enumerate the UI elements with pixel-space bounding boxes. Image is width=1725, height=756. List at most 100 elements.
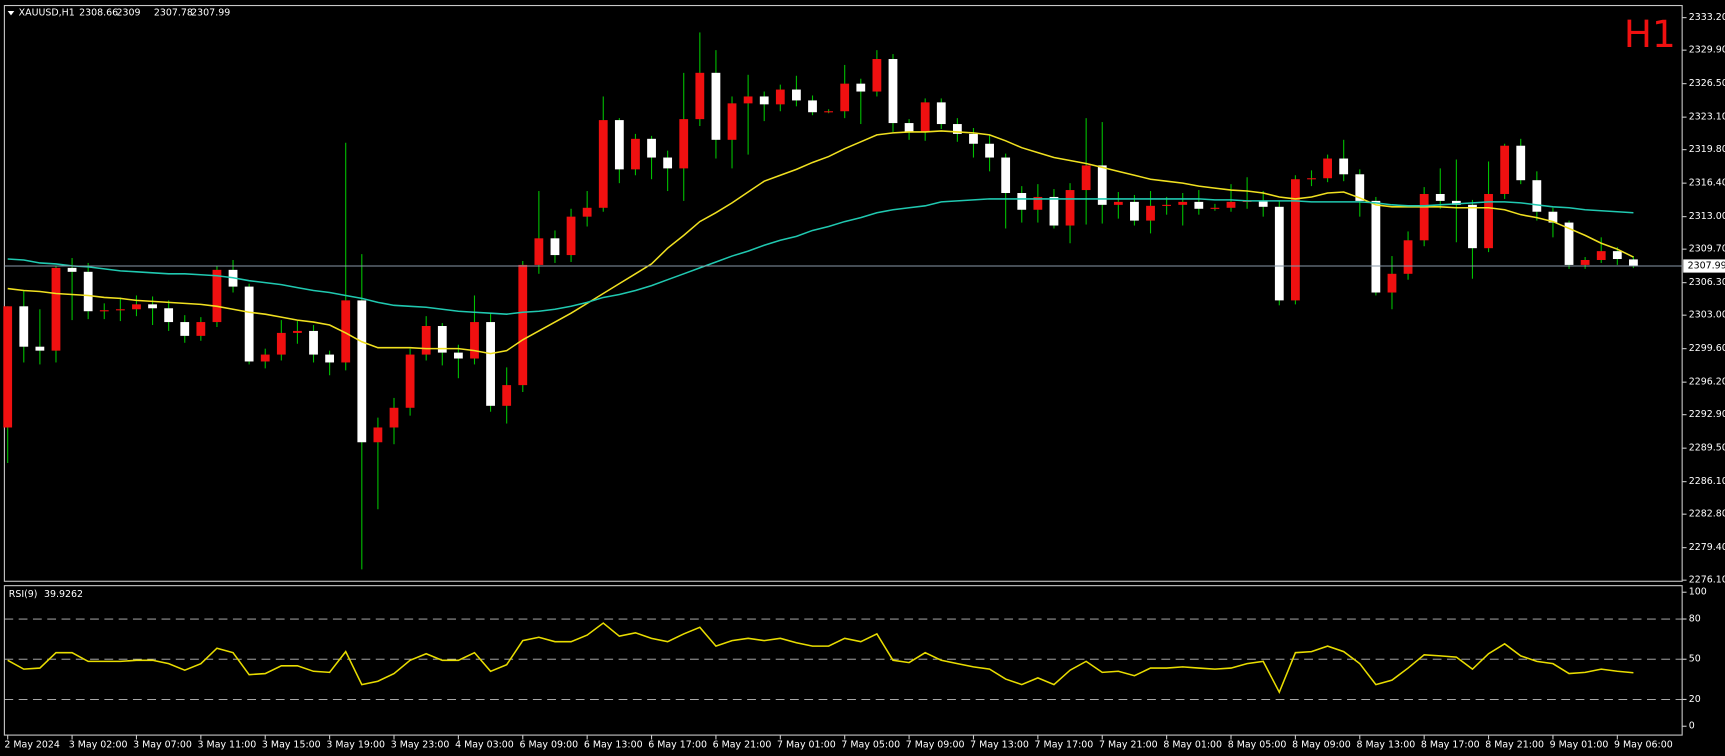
- candle-body: [904, 123, 914, 132]
- candle-body: [1291, 179, 1300, 301]
- candle-body: [598, 120, 608, 208]
- candle-body: [582, 207, 592, 217]
- candle-body: [67, 267, 77, 272]
- candle-body: [1419, 193, 1429, 241]
- y-tick-label: 2333.20: [1689, 12, 1725, 23]
- candle-body: [872, 59, 882, 92]
- candle-body: [325, 354, 335, 363]
- header-low: 2307.78: [154, 8, 193, 19]
- y-tick-label: 2313.00: [1689, 211, 1725, 222]
- candle-body: [631, 138, 640, 170]
- candle-body: [1097, 165, 1107, 205]
- candle-body: [824, 111, 833, 113]
- y-tick-label: 2279.40: [1689, 542, 1725, 553]
- y-tick-label: 2326.50: [1689, 78, 1725, 89]
- candle-body: [35, 346, 45, 351]
- candle-body: [647, 138, 656, 158]
- candle-body: [1532, 180, 1542, 212]
- y-tick-label: 2276.10: [1689, 575, 1725, 586]
- rsi-value: 39.9262: [44, 589, 83, 600]
- candle-body: [51, 267, 61, 351]
- x-tick-label: 3 May 07:00: [133, 739, 192, 750]
- candle-body: [132, 304, 141, 310]
- y-tick-label: 100: [1689, 587, 1707, 598]
- candle-body: [518, 264, 528, 386]
- y-tick-label: 2329.90: [1689, 45, 1725, 56]
- candle-body: [212, 269, 222, 323]
- timeframe-badge: H1: [1624, 12, 1676, 56]
- x-tick-label: 3 May 23:00: [391, 739, 450, 750]
- candle-body: [969, 133, 978, 144]
- candle-body: [357, 300, 367, 443]
- candle-body: [389, 407, 399, 428]
- candle-body: [1435, 193, 1445, 201]
- candle-body: [502, 385, 512, 406]
- candle-body: [936, 102, 946, 125]
- x-tick-label: 3 May 11:00: [198, 739, 257, 750]
- candle-body: [1500, 145, 1510, 194]
- candle-body: [405, 354, 415, 408]
- candle-body: [1484, 193, 1493, 249]
- y-tick-label: 2309.70: [1689, 244, 1725, 255]
- candle-body: [1001, 157, 1011, 194]
- x-tick-label: 7 May 05:00: [841, 739, 900, 750]
- candle-body: [1065, 190, 1075, 226]
- candle-body: [421, 326, 431, 355]
- candle-body: [341, 300, 351, 363]
- candle-body: [1081, 165, 1091, 191]
- candle-body: [260, 354, 270, 362]
- candle-body: [1387, 273, 1397, 293]
- y-tick-label: 2319.80: [1689, 144, 1725, 155]
- candle-body: [1307, 178, 1316, 180]
- candle-body: [1258, 200, 1268, 207]
- rsi-title: RSI(9): [9, 589, 38, 600]
- header-close: 2307.99: [191, 8, 230, 19]
- candle-body: [1516, 145, 1526, 181]
- y-tick-label: 2282.80: [1689, 509, 1725, 520]
- candle-body: [148, 304, 157, 309]
- candle-body: [1162, 204, 1172, 206]
- header-open: 2308.66: [79, 8, 118, 19]
- candle-body: [115, 309, 125, 311]
- candle-body: [83, 271, 93, 312]
- candle-body: [743, 96, 753, 104]
- candle-body: [808, 100, 817, 113]
- moving-average: [7, 198, 1634, 315]
- current-price-label: 2307.99: [1688, 261, 1725, 272]
- x-tick-label: 9 May 06:00: [1614, 739, 1673, 750]
- x-tick-label: 4 May 03:00: [455, 739, 514, 750]
- candle-body: [1226, 201, 1236, 208]
- x-tick-label: 7 May 09:00: [906, 739, 965, 750]
- candle-body: [180, 322, 190, 336]
- candle-body: [1403, 240, 1413, 274]
- x-tick-label: 3 May 15:00: [262, 739, 321, 750]
- x-tick-label: 3 May 02:00: [69, 739, 128, 750]
- y-tick-label: 2286.10: [1689, 476, 1725, 487]
- menu-arrow[interactable]: [7, 11, 15, 16]
- x-tick-label: 3 May 19:00: [326, 739, 385, 750]
- x-tick-label: 7 May 01:00: [777, 739, 836, 750]
- candle-body: [840, 83, 850, 112]
- x-tick-label: 8 May 01:00: [1163, 739, 1222, 750]
- candle-body: [1580, 260, 1590, 265]
- x-tick-label: 8 May 13:00: [1356, 739, 1415, 750]
- candle-body: [1178, 201, 1188, 205]
- x-tick-label: 6 May 17:00: [648, 739, 707, 750]
- x-tick-label: 2 May 2024: [4, 739, 60, 750]
- candle-body: [679, 119, 689, 169]
- candle-body: [1130, 201, 1139, 221]
- candle-body: [1033, 196, 1043, 210]
- y-tick-label: 2306.30: [1689, 277, 1725, 288]
- y-tick-label: 2323.10: [1689, 112, 1725, 123]
- x-tick-label: 8 May 09:00: [1292, 739, 1351, 750]
- candle-body: [695, 72, 705, 120]
- x-tick-label: 6 May 13:00: [584, 739, 643, 750]
- x-tick-label: 6 May 21:00: [713, 739, 772, 750]
- candle-body: [1355, 174, 1365, 201]
- symbol-title: XAUUSD,H1: [19, 8, 75, 19]
- candle-body: [792, 89, 801, 101]
- candle-body: [244, 286, 254, 362]
- candle-body: [1548, 211, 1558, 223]
- candle-body: [1323, 158, 1332, 179]
